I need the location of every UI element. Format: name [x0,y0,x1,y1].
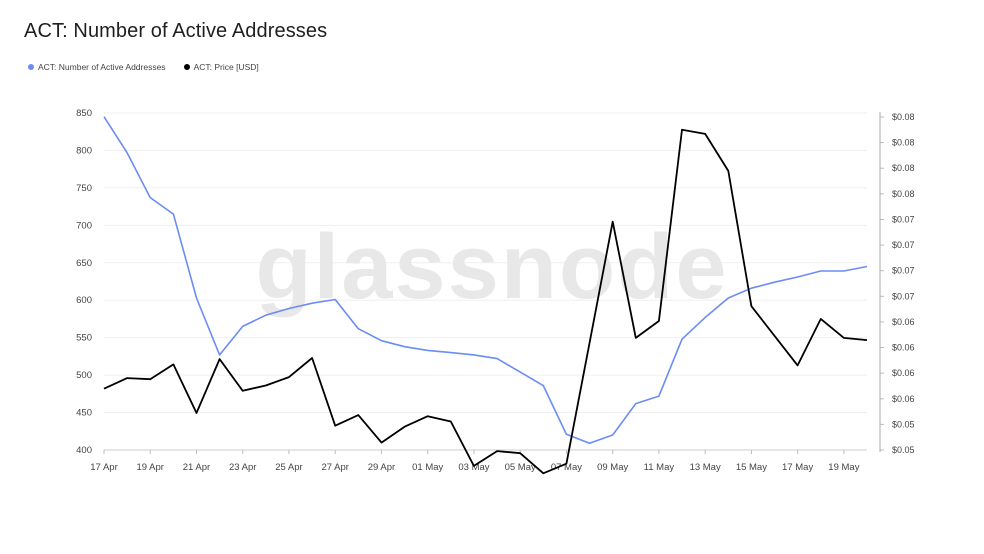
x-tick-label: 21 Apr [183,462,210,473]
y-left-tick-label: 450 [76,408,92,419]
y-left-tick-label: 400 [76,445,92,456]
y-right-tick-label: $0.08 [892,112,915,122]
y-right-tick-label: $0.07 [892,240,915,250]
y-left-tick-label: 500 [76,370,92,381]
legend-item-active-addresses[interactable]: ACT: Number of Active Addresses [28,62,166,72]
x-tick-label: 09 May [597,462,628,473]
watermark: glassnode [255,216,728,318]
x-tick-label: 01 May [412,462,443,473]
x-tick-label: 07 May [551,462,582,473]
y-right-tick-label: $0.07 [892,291,915,301]
x-tick-label: 15 May [736,462,767,473]
series-line-active-addresses[interactable] [103,116,868,445]
x-tick-label: 19 May [828,462,859,473]
y-right-tick-label: $0.06 [892,343,915,353]
y-right-tick-label: $0.07 [892,214,915,224]
y-right-tick-label: $0.05 [892,419,915,429]
series-line-price[interactable] [103,128,868,475]
y-right-tick-label: $0.06 [892,394,915,404]
x-tick-label: 27 Apr [321,462,348,473]
x-tick-label: 23 Apr [229,462,256,473]
series-layer [103,116,868,475]
x-tick-label: 03 May [458,462,489,473]
x-tick-label: 05 May [505,462,536,473]
y-right-tick-label: $0.07 [892,266,915,276]
y-left-tick-label: 750 [76,183,92,194]
legend-dot-active-addresses [28,64,34,70]
legend-label-price: ACT: Price [USD] [193,62,259,72]
x-tick-label: 13 May [690,462,721,473]
y-right-tick-label: $0.08 [892,189,915,199]
y-left-tick-label: 600 [76,295,92,306]
y-left-tick-label: 700 [76,220,92,231]
x-tick-label: 29 Apr [368,462,395,473]
x-tick-label: 19 Apr [137,462,164,473]
legend-item-price[interactable]: ACT: Price [USD] [183,62,259,72]
y-left-tick-label: 650 [76,258,92,269]
y-right-tick-label: $0.05 [892,445,915,455]
y-right-tick-label: $0.08 [892,138,915,148]
axes-layer: 850 800 750 700 650 600 550 500 450 400 $0.08 $0.08… [76,108,914,473]
y-left-tick-label: 550 [76,333,92,344]
chart-title: ACT: Number of Active Addresses [24,20,328,42]
x-tick-label: 11 May [644,462,675,473]
y-left-tick-label: 800 [76,145,92,156]
legend-dot-price [183,64,190,70]
legend-label-active-addresses: ACT: Number of Active Addresses [38,62,166,72]
y-right-tick-label: $0.06 [892,368,915,378]
x-tick-label: 17 May [782,462,813,473]
x-tick-label: 25 Apr [275,462,302,473]
y-left-tick-label: 850 [76,108,92,119]
y-right-tick-label: $0.06 [892,317,915,327]
x-tick-label: 17 Apr [90,462,117,473]
y-right-tick-label: $0.08 [892,163,915,173]
legend: ACT: Number of Active Addresses ACT: Pri… [28,62,259,72]
